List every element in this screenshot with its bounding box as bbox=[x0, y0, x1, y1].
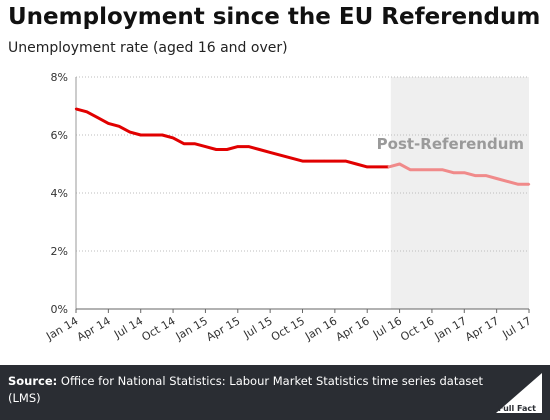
data-point bbox=[247, 145, 250, 148]
full-fact-logo: Full Fact bbox=[496, 373, 542, 413]
data-point bbox=[74, 107, 78, 111]
data-point bbox=[279, 154, 283, 157]
x-tick-label: Jul 15 bbox=[241, 314, 275, 341]
data-point bbox=[96, 116, 99, 119]
data-point bbox=[225, 148, 229, 151]
x-tick-label: Jan 16 bbox=[302, 314, 339, 343]
x-tick-label: Jan 17 bbox=[432, 314, 469, 343]
x-tick-label: Apr 17 bbox=[463, 314, 501, 344]
data-point bbox=[322, 159, 326, 163]
data-point bbox=[398, 162, 401, 166]
source-label: Source: bbox=[8, 374, 58, 388]
data-point bbox=[258, 148, 261, 151]
logo-text: Full Fact bbox=[498, 404, 536, 413]
y-tick-label: 2% bbox=[51, 245, 68, 258]
x-tick-label: Apr 14 bbox=[75, 314, 113, 344]
data-point bbox=[204, 145, 207, 148]
data-point bbox=[290, 157, 293, 160]
y-tick-label: 8% bbox=[51, 71, 68, 84]
chart-title: Unemployment since the EU Referendum bbox=[8, 4, 541, 30]
data-point bbox=[355, 162, 358, 166]
x-tick-label: Jul 16 bbox=[370, 314, 404, 341]
source-text: Office for National Statistics: Labour M… bbox=[8, 374, 483, 405]
source-note: Source: Office for National Statistics: … bbox=[8, 373, 488, 407]
x-tick-label: Jul 17 bbox=[499, 314, 533, 341]
y-tick-label: 6% bbox=[51, 129, 68, 142]
data-point bbox=[441, 168, 444, 171]
data-point bbox=[128, 130, 132, 134]
data-point bbox=[182, 142, 186, 145]
data-point bbox=[473, 174, 477, 177]
data-point bbox=[107, 122, 110, 125]
logo-triangle-icon bbox=[496, 373, 542, 413]
data-point bbox=[139, 133, 142, 137]
x-tick-label: Oct 16 bbox=[398, 314, 436, 344]
data-point bbox=[527, 183, 531, 186]
data-point bbox=[215, 148, 218, 151]
x-tick-label: Apr 16 bbox=[334, 314, 372, 344]
data-point bbox=[85, 110, 88, 114]
data-point bbox=[171, 136, 175, 140]
data-point bbox=[333, 159, 337, 163]
y-tick-label: 0% bbox=[51, 303, 68, 316]
data-point bbox=[268, 151, 272, 154]
x-tick-label: Jan 15 bbox=[173, 314, 210, 343]
data-point bbox=[506, 180, 509, 183]
data-point bbox=[236, 145, 239, 148]
data-point bbox=[193, 142, 196, 145]
x-tick-label: Jan 14 bbox=[43, 314, 80, 343]
data-point bbox=[452, 171, 455, 174]
series-line-pre-referendum bbox=[75, 107, 389, 169]
chart-subtitle: Unemployment rate (aged 16 and over) bbox=[8, 40, 288, 56]
data-point bbox=[117, 125, 121, 128]
data-point bbox=[161, 133, 164, 137]
region-label: Post-Referendum bbox=[377, 135, 524, 153]
data-point bbox=[484, 174, 488, 177]
data-point bbox=[344, 159, 347, 163]
data-point bbox=[517, 183, 520, 186]
data-point bbox=[150, 133, 153, 137]
data-point bbox=[301, 159, 304, 163]
x-tick-label: Oct 14 bbox=[139, 314, 177, 344]
x-tick-label: Oct 15 bbox=[269, 314, 307, 344]
data-point bbox=[312, 159, 315, 163]
series-line-post-referendum bbox=[388, 162, 529, 186]
data-point bbox=[376, 165, 380, 169]
data-point bbox=[366, 165, 369, 169]
x-tick-label: Jul 14 bbox=[111, 314, 145, 341]
data-point bbox=[495, 177, 498, 180]
data-point bbox=[409, 168, 412, 171]
data-point bbox=[463, 171, 466, 174]
data-point bbox=[419, 168, 423, 171]
footer-bar: Source: Office for National Statistics: … bbox=[0, 365, 550, 420]
y-tick-label: 4% bbox=[51, 187, 68, 200]
data-point bbox=[430, 168, 434, 171]
x-tick-label: Apr 15 bbox=[204, 314, 242, 344]
data-point bbox=[387, 165, 390, 169]
